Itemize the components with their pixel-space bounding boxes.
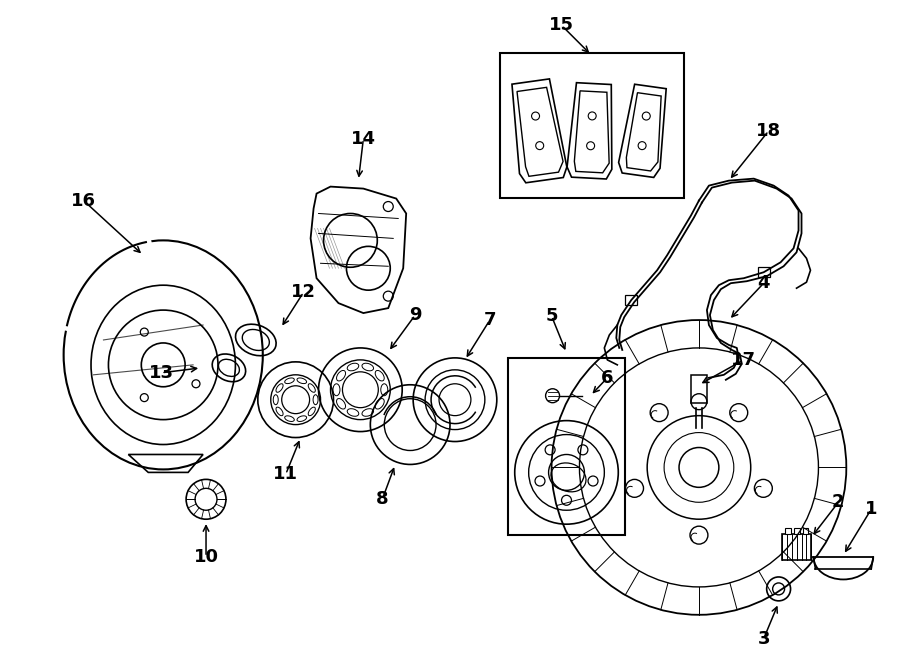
Bar: [691, 375, 707, 403]
Text: 7: 7: [483, 311, 496, 329]
Text: 8: 8: [376, 490, 389, 508]
Text: 18: 18: [756, 122, 781, 140]
Text: 17: 17: [732, 351, 756, 369]
Bar: [803, 528, 808, 534]
Text: 6: 6: [601, 369, 614, 387]
Text: 12: 12: [291, 283, 316, 301]
Text: 16: 16: [71, 192, 96, 210]
Text: 10: 10: [194, 548, 219, 566]
Text: 15: 15: [549, 17, 574, 34]
Text: 5: 5: [545, 307, 558, 325]
Text: 11: 11: [274, 465, 298, 483]
Text: 13: 13: [148, 364, 174, 382]
Bar: [758, 267, 770, 277]
Bar: [626, 295, 637, 305]
Text: 2: 2: [832, 493, 844, 511]
Bar: [785, 528, 790, 534]
Bar: [794, 528, 799, 534]
Text: 4: 4: [758, 274, 770, 292]
Text: 9: 9: [409, 306, 421, 324]
Bar: [781, 534, 812, 560]
Text: 1: 1: [865, 500, 878, 518]
Bar: [500, 53, 684, 198]
Text: 3: 3: [758, 630, 770, 648]
Text: 14: 14: [351, 130, 376, 148]
Bar: [508, 358, 626, 535]
